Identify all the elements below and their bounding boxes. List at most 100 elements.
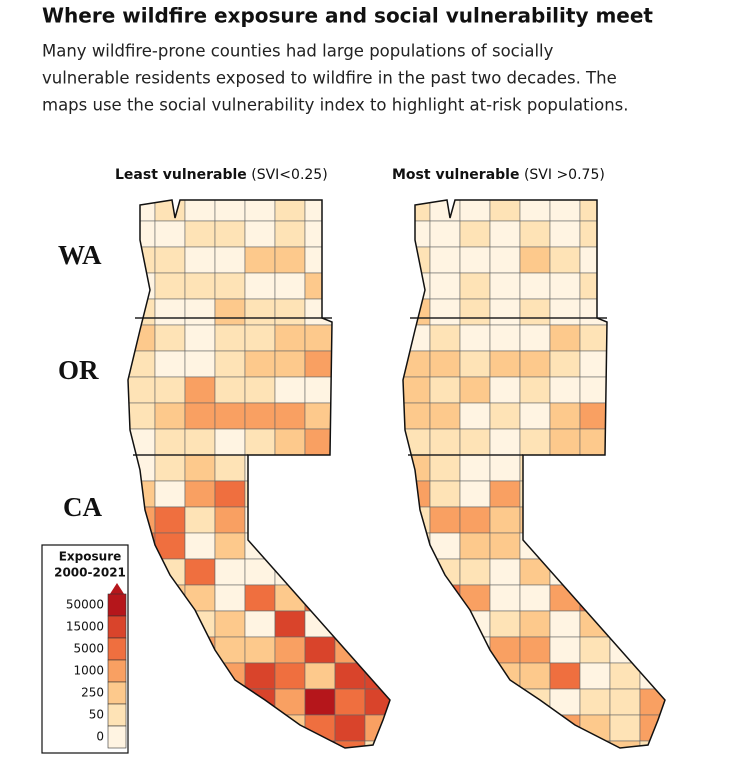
county bbox=[274, 532, 306, 560]
county bbox=[214, 532, 246, 560]
county bbox=[184, 532, 216, 560]
county bbox=[304, 220, 336, 248]
subtitle-line: maps use the social vulnerability index … bbox=[42, 96, 629, 115]
county bbox=[214, 200, 246, 222]
legend-arrow bbox=[108, 583, 126, 597]
county bbox=[244, 636, 276, 664]
county bbox=[519, 636, 551, 664]
county bbox=[489, 506, 521, 534]
county bbox=[489, 480, 521, 508]
county bbox=[128, 298, 156, 326]
county bbox=[334, 350, 366, 378]
county bbox=[579, 532, 611, 560]
county bbox=[154, 246, 186, 274]
county bbox=[334, 324, 366, 352]
legend-tick-label: 1000 bbox=[73, 664, 104, 678]
county bbox=[214, 246, 246, 274]
county bbox=[429, 714, 461, 742]
county bbox=[128, 428, 156, 456]
county bbox=[274, 376, 306, 404]
county bbox=[304, 480, 336, 508]
county bbox=[184, 506, 216, 534]
county bbox=[128, 532, 156, 560]
county bbox=[579, 688, 611, 716]
county bbox=[459, 428, 491, 456]
county bbox=[274, 246, 306, 274]
county bbox=[579, 200, 611, 222]
county bbox=[429, 246, 461, 274]
county bbox=[489, 740, 521, 748]
county bbox=[549, 220, 581, 248]
county bbox=[364, 610, 390, 638]
county bbox=[334, 662, 366, 690]
county bbox=[579, 272, 611, 300]
county bbox=[364, 532, 390, 560]
county bbox=[549, 740, 581, 748]
county bbox=[609, 298, 641, 326]
county bbox=[128, 584, 156, 612]
county bbox=[304, 324, 336, 352]
county bbox=[154, 506, 186, 534]
county bbox=[579, 740, 611, 748]
county bbox=[459, 714, 491, 742]
county bbox=[214, 376, 246, 404]
county bbox=[639, 298, 665, 326]
county bbox=[184, 428, 216, 456]
county bbox=[609, 532, 641, 560]
map-outline bbox=[127, 199, 391, 749]
county bbox=[489, 376, 521, 404]
county bbox=[274, 584, 306, 612]
county bbox=[519, 272, 551, 300]
county bbox=[304, 532, 336, 560]
county bbox=[489, 402, 521, 430]
county bbox=[214, 688, 246, 716]
county bbox=[184, 740, 216, 748]
county bbox=[429, 428, 461, 456]
county bbox=[334, 714, 366, 742]
county bbox=[459, 558, 491, 586]
county bbox=[639, 610, 665, 638]
county bbox=[184, 402, 216, 430]
county bbox=[549, 558, 581, 586]
county bbox=[304, 558, 336, 586]
county bbox=[244, 688, 276, 716]
county bbox=[639, 740, 665, 748]
county bbox=[214, 298, 246, 326]
county bbox=[639, 636, 665, 664]
county bbox=[609, 376, 641, 404]
county bbox=[519, 610, 551, 638]
county bbox=[549, 402, 581, 430]
legend-title: Exposure bbox=[59, 550, 122, 564]
county bbox=[519, 558, 551, 586]
county bbox=[154, 272, 186, 300]
county bbox=[154, 688, 186, 716]
county bbox=[519, 298, 551, 326]
map-heading: Most vulnerable (SVI >0.75) bbox=[392, 167, 605, 183]
county bbox=[609, 454, 641, 482]
county bbox=[274, 740, 306, 748]
county bbox=[128, 402, 156, 430]
county bbox=[244, 610, 276, 638]
county bbox=[244, 324, 276, 352]
county bbox=[519, 480, 551, 508]
legend-tick-label: 50000 bbox=[66, 598, 104, 612]
county bbox=[639, 558, 665, 586]
county bbox=[154, 402, 186, 430]
county bbox=[214, 558, 246, 586]
title: Where wildfire exposure and social vulne… bbox=[42, 4, 653, 28]
county bbox=[459, 610, 491, 638]
county bbox=[429, 688, 461, 716]
state-label: CA bbox=[63, 492, 102, 522]
county bbox=[244, 350, 276, 378]
county bbox=[489, 350, 521, 378]
county bbox=[549, 480, 581, 508]
county bbox=[519, 220, 551, 248]
legend-swatch bbox=[107, 615, 127, 639]
county bbox=[609, 220, 641, 248]
county bbox=[579, 636, 611, 664]
county bbox=[214, 428, 246, 456]
county bbox=[334, 428, 366, 456]
heading-bold: Least vulnerable bbox=[115, 167, 247, 183]
county bbox=[244, 480, 276, 508]
county bbox=[403, 246, 431, 274]
